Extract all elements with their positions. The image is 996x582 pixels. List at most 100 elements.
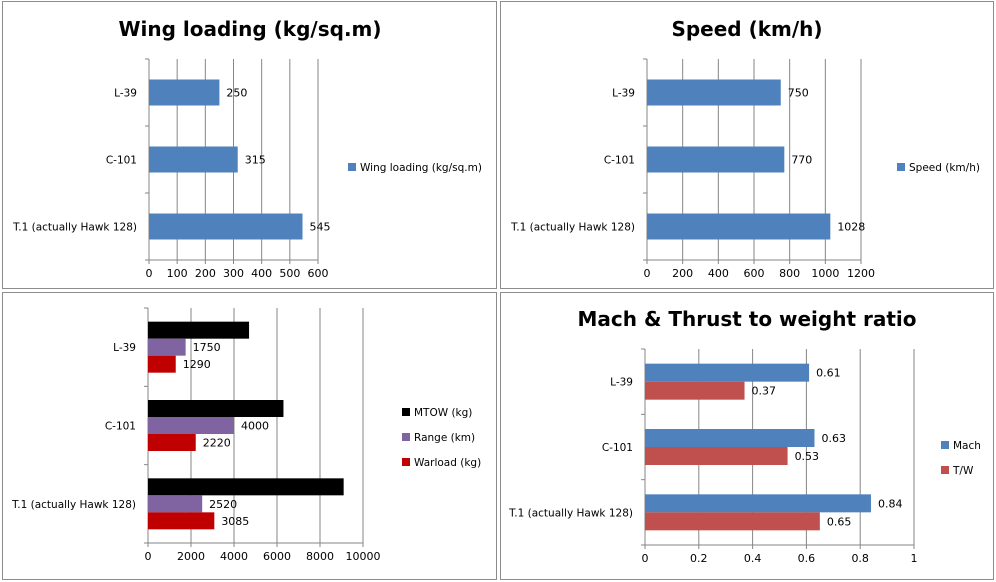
x-tick-label: 0.2 bbox=[690, 552, 708, 565]
x-tick-label: 0 bbox=[146, 267, 153, 280]
bar-t-w-c-101 bbox=[645, 447, 788, 465]
category-label-t-1-actually-hawk-128: T.1 (actually Hawk 128) bbox=[508, 507, 633, 519]
chart-wing-loading: Wing loading (kg/sq.m) 0 100 200 300 400 500 60… bbox=[12, 17, 482, 280]
data-label-t-w-t-1-actually-hawk-128: 0.65 bbox=[827, 515, 852, 528]
category-label-t-1-actually-hawk-128: T.1 (actually Hawk 128) bbox=[11, 499, 136, 511]
bar-mtow-kg-t-1-actually-hawk-128 bbox=[148, 478, 344, 496]
legend-label-mtow-kg: MTOW (kg) bbox=[414, 407, 472, 419]
bar-t-w-t-1-actually-hawk-128 bbox=[645, 512, 820, 531]
x-tick-label: 0.6 bbox=[798, 552, 816, 565]
data-label-speed-km-h-t-1-actually-hawk-128: 1028 bbox=[837, 221, 865, 234]
x-tick-label: 400 bbox=[708, 267, 729, 280]
x-tick-label: 200 bbox=[672, 267, 693, 280]
bar-wing-loading-kg-sq-m-l-39 bbox=[149, 79, 220, 106]
bar-warload-kg-c-101 bbox=[148, 434, 196, 451]
x-tick-label: 100 bbox=[167, 267, 188, 280]
x-tick-label: 800 bbox=[779, 267, 800, 280]
data-label-warload-kg-c-101: 2220 bbox=[203, 437, 231, 450]
bar-warload-kg-l-39 bbox=[148, 355, 176, 373]
x-tick-label: 10000 bbox=[346, 550, 381, 563]
data-label-mach-c-101: 0.63 bbox=[821, 432, 846, 445]
data-label-wing-loading-kg-sq-m-l-39: 250 bbox=[226, 87, 247, 100]
x-tick-label: 1000 bbox=[811, 267, 839, 280]
category-label-c-101: C-101 bbox=[105, 421, 136, 433]
bar-range-km-c-101 bbox=[148, 417, 234, 434]
legend-label-t-w: T/W bbox=[952, 465, 974, 477]
legend-label-range-km: Range (km) bbox=[414, 432, 475, 444]
legend-swatch-t-w bbox=[941, 466, 949, 474]
data-label-speed-km-h-c-101: 770 bbox=[791, 154, 812, 167]
chart-mach-tw: Mach & Thrust to weight ratio 0 0.2 0.4 0.6 0… bbox=[508, 307, 981, 565]
x-tick-label: 0 bbox=[642, 552, 649, 565]
legend-swatch-mtow-kg bbox=[402, 408, 410, 416]
data-label-t-w-l-39: 0.37 bbox=[752, 385, 777, 398]
category-label-l-39: L-39 bbox=[113, 342, 136, 354]
legend-label-warload-kg: Warload (kg) bbox=[414, 457, 481, 469]
x-tick-label: 400 bbox=[251, 267, 272, 280]
legend-swatch-range-km bbox=[402, 433, 410, 441]
chart-panel-speed: Speed (km/h) 0 200 400 600 800 1000 1200 L-39 750… bbox=[500, 1, 994, 289]
data-label-warload-kg-t-1-actually-hawk-128: 3085 bbox=[221, 515, 249, 528]
bar-mtow-kg-l-39 bbox=[148, 321, 250, 339]
data-label-warload-kg-l-39: 1290 bbox=[183, 358, 211, 371]
x-tick-label: 1 bbox=[911, 552, 918, 565]
data-label-range-km-l-39: 1750 bbox=[193, 341, 221, 354]
bar-mach-c-101 bbox=[645, 429, 815, 447]
data-label-t-w-c-101: 0.53 bbox=[795, 450, 820, 463]
category-label-t-1-actually-hawk-128: T.1 (actually Hawk 128) bbox=[12, 222, 137, 234]
chart-title: Wing loading (kg/sq.m) bbox=[118, 17, 381, 41]
legend-label-mach: Mach bbox=[953, 440, 981, 452]
x-tick-label: 6000 bbox=[263, 550, 291, 563]
chart-speed: Speed (km/h) 0 200 400 600 800 1000 1200 L-39 750… bbox=[510, 17, 980, 280]
category-label-c-101: C-101 bbox=[604, 155, 635, 167]
bar-wing-loading-kg-sq-m-t-1-actually-hawk-128 bbox=[149, 213, 303, 240]
bar-speed-km-h-t-1-actually-hawk-128 bbox=[647, 213, 831, 240]
x-tick-label: 500 bbox=[279, 267, 300, 280]
x-tick-label: 0 bbox=[644, 267, 651, 280]
x-tick-label: 300 bbox=[223, 267, 244, 280]
legend-swatch-warload-kg bbox=[402, 458, 410, 466]
data-label-mach-t-1-actually-hawk-128: 0.84 bbox=[878, 497, 903, 510]
data-label-mach-l-39: 0.61 bbox=[816, 367, 841, 380]
data-label-range-km-c-101: 4000 bbox=[241, 420, 269, 433]
data-label-wing-loading-kg-sq-m-c-101: 315 bbox=[245, 154, 266, 167]
data-label-range-km-t-1-actually-hawk-128: 2520 bbox=[209, 498, 237, 511]
x-tick-label: 600 bbox=[308, 267, 329, 280]
bar-mach-t-1-actually-hawk-128 bbox=[645, 494, 871, 513]
bar-range-km-t-1-actually-hawk-128 bbox=[148, 495, 203, 513]
legend-swatch-wing-loading-kg-sq-m bbox=[348, 163, 356, 171]
bar-range-km-l-39 bbox=[148, 338, 186, 356]
chart-panel-wing-loading: Wing loading (kg/sq.m) 0 100 200 300 400 500 60… bbox=[2, 1, 497, 289]
category-label-t-1-actually-hawk-128: T.1 (actually Hawk 128) bbox=[510, 222, 635, 234]
x-tick-label: 2000 bbox=[177, 550, 205, 563]
category-label-l-39: L-39 bbox=[114, 88, 137, 100]
bar-warload-kg-t-1-actually-hawk-128 bbox=[148, 512, 215, 530]
bar-speed-km-h-l-39 bbox=[647, 79, 781, 106]
x-tick-label: 0 bbox=[145, 550, 152, 563]
bar-wing-loading-kg-sq-m-c-101 bbox=[149, 146, 238, 173]
category-label-c-101: C-101 bbox=[602, 442, 633, 454]
x-tick-label: 8000 bbox=[306, 550, 334, 563]
legend-label-wing-loading-kg-sq-m: Wing loading (kg/sq.m) bbox=[360, 162, 482, 174]
chart-weights-range: 0 2000 4000 6000 8000 10000 L-39 1750 1290 C-101 4… bbox=[11, 307, 481, 563]
x-tick-label: 200 bbox=[195, 267, 216, 280]
data-label-speed-km-h-l-39: 750 bbox=[788, 87, 809, 100]
chart-title: Speed (km/h) bbox=[671, 17, 822, 41]
chart-panel-mach-tw: Mach & Thrust to weight ratio 0 0.2 0.4 0.6 0… bbox=[500, 292, 994, 580]
x-tick-label: 4000 bbox=[220, 550, 248, 563]
chart-title: Mach & Thrust to weight ratio bbox=[577, 307, 916, 331]
x-tick-label: 0.8 bbox=[851, 552, 869, 565]
bar-t-w-l-39 bbox=[645, 381, 745, 400]
bar-speed-km-h-c-101 bbox=[647, 146, 785, 173]
legend-label-speed-km-h: Speed (km/h) bbox=[909, 162, 980, 174]
category-label-l-39: L-39 bbox=[612, 88, 635, 100]
legend-swatch-mach bbox=[941, 441, 949, 449]
chart-panel-weights-range: 0 2000 4000 6000 8000 10000 L-39 1750 1290 C-101 4… bbox=[2, 292, 497, 580]
category-label-c-101: C-101 bbox=[106, 155, 137, 167]
bar-mtow-kg-c-101 bbox=[148, 400, 284, 417]
legend-swatch-speed-km-h bbox=[897, 163, 905, 171]
x-tick-label: 600 bbox=[744, 267, 765, 280]
bar-mach-l-39 bbox=[645, 363, 810, 382]
x-tick-label: 1200 bbox=[847, 267, 875, 280]
x-tick-label: 0.4 bbox=[744, 552, 762, 565]
